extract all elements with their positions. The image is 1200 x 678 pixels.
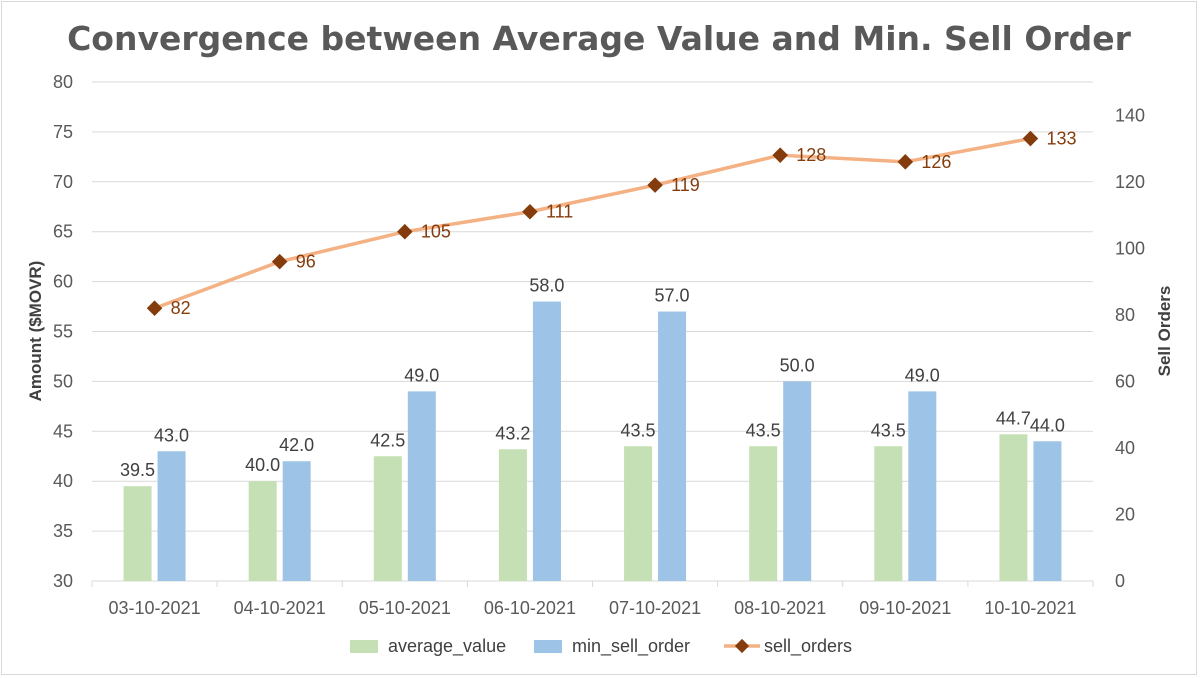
sell_orders-legend-marker	[734, 638, 750, 654]
y2-tick-label: 80	[1115, 305, 1135, 325]
sell_orders-data-label: 133	[1046, 129, 1076, 149]
min_sell_order-legend-label: min_sell_order	[572, 636, 690, 657]
x-tick-label: 10-10-2021	[984, 598, 1076, 618]
min_sell_order-legend-swatch	[534, 640, 562, 653]
y-tick-label: 60	[53, 272, 73, 292]
average_value-data-label: 43.5	[746, 420, 781, 440]
average_value-data-label: 43.2	[495, 423, 530, 443]
min_sell_order-data-label: 49.0	[404, 365, 439, 385]
min_sell_order-bar	[658, 311, 687, 581]
y2-tick-label: 60	[1115, 371, 1135, 391]
average_value-data-label: 43.5	[871, 420, 906, 440]
y-tick-label: 30	[53, 571, 73, 591]
y2-tick-label: 120	[1115, 172, 1145, 192]
average_value-bar	[999, 434, 1028, 581]
sell_orders-data-label: 96	[296, 252, 316, 272]
right-axis-title: Sell Orders	[1155, 286, 1174, 377]
min_sell_order-bar	[407, 391, 436, 581]
x-tick-label: 03-10-2021	[109, 598, 201, 618]
sell_orders-line	[153, 136, 1031, 310]
sell_orders-data-label: 111	[546, 202, 573, 222]
average_value-bar	[749, 446, 778, 581]
min_sell_order-data-label: 43.0	[154, 425, 189, 445]
y2-tick-label: 100	[1115, 238, 1145, 258]
average_value-legend-label: average_value	[388, 636, 506, 657]
sell_orders-data-label: 119	[671, 175, 700, 195]
left-axis-ticks: 30 35 40 45 50 55 60 65 70 75 80	[53, 72, 73, 591]
min_sell_order-data-label: 50.0	[780, 355, 815, 375]
min_sell_order-bar	[1033, 441, 1062, 581]
x-tick-label: 04-10-2021	[234, 598, 326, 618]
min_sell_order-bar	[157, 451, 186, 581]
min_sell_order-data-label: 42.0	[279, 435, 314, 455]
sell_orders-point	[146, 300, 163, 316]
chart-title: Convergence between Average Value and Mi…	[67, 19, 1132, 58]
y-tick-label: 75	[53, 122, 73, 142]
x-tick-label: 08-10-2021	[734, 598, 826, 618]
y2-tick-label: 140	[1115, 105, 1145, 125]
min_sell_order-data-label: 57.0	[655, 286, 690, 306]
average_value-data-label: 44.7	[996, 408, 1031, 428]
y2-tick-label: 0	[1115, 571, 1125, 591]
y-tick-label: 45	[53, 421, 73, 441]
legend: average_value min_sell_order sell_orders	[350, 636, 852, 657]
y-tick-label: 35	[53, 521, 73, 541]
sell_orders-point	[647, 177, 663, 193]
sell_orders-point	[397, 223, 413, 240]
min_sell_order-data-label: 58.0	[529, 276, 564, 296]
min_sell_order-bar	[532, 301, 561, 581]
average_value-data-label: 42.5	[370, 430, 405, 450]
sell_orders-point	[897, 154, 914, 170]
right-axis-ticks: 0 20 40 60 80 100 120 140	[1115, 105, 1145, 591]
x-tick-label: 05-10-2021	[359, 598, 451, 618]
average_value-legend-swatch	[350, 640, 378, 653]
min_sell_order-data-label: 49.0	[905, 365, 940, 385]
average_value-bar	[498, 449, 527, 581]
y-tick-label: 65	[53, 222, 73, 242]
sell_orders-data-label: 126	[921, 152, 951, 172]
y-tick-label: 80	[53, 72, 73, 92]
sell_orders-point	[522, 203, 538, 220]
sell_orders-point	[772, 147, 788, 163]
left-axis-title: Amount ($MOVR)	[26, 261, 45, 402]
sell_orders-point	[1022, 130, 1039, 147]
average_value-data-label: 43.5	[621, 420, 656, 440]
y2-tick-label: 20	[1115, 504, 1135, 524]
average_value-bar	[373, 456, 402, 581]
min_sell_order-bar	[282, 461, 311, 581]
sell_orders-point	[271, 253, 288, 270]
x-tick-label: 09-10-2021	[859, 598, 951, 618]
average_value-data-label: 39.5	[120, 460, 155, 480]
x-tick-label: 06-10-2021	[484, 598, 576, 618]
y-tick-label: 40	[53, 471, 73, 491]
y-tick-label: 70	[53, 172, 73, 192]
sell_orders-data-label: 82	[171, 298, 191, 318]
y-tick-label: 55	[53, 322, 73, 342]
average_value-bar	[123, 486, 152, 581]
average_value-bar	[248, 481, 277, 581]
average_value-bar	[624, 446, 653, 581]
y-tick-label: 50	[53, 371, 73, 391]
y2-tick-label: 40	[1115, 438, 1135, 458]
sell_orders-data-label: 105	[421, 222, 451, 242]
average_value-bar	[874, 446, 903, 581]
sell_orders-legend-label: sell_orders	[764, 636, 852, 657]
x-axis-ticks: 03-10-2021 04-10-2021 05-10-2021 06-10-2021…	[91, 581, 1094, 618]
bars: 39.5 40.0 42.5 43.2 43.5 43.5 43.5 44.7 43.0 42.0…	[120, 276, 1065, 581]
x-tick-label: 07-10-2021	[609, 598, 701, 618]
average_value-data-label: 40.0	[245, 455, 280, 475]
min_sell_order-bar	[783, 381, 812, 581]
min_sell_order-bar	[908, 391, 937, 581]
sell-orders-line: 82 96 105 111 119 128 126 133	[146, 129, 1076, 318]
sell_orders-data-label: 128	[796, 145, 826, 165]
min_sell_order-data-label: 44.0	[1030, 415, 1065, 435]
